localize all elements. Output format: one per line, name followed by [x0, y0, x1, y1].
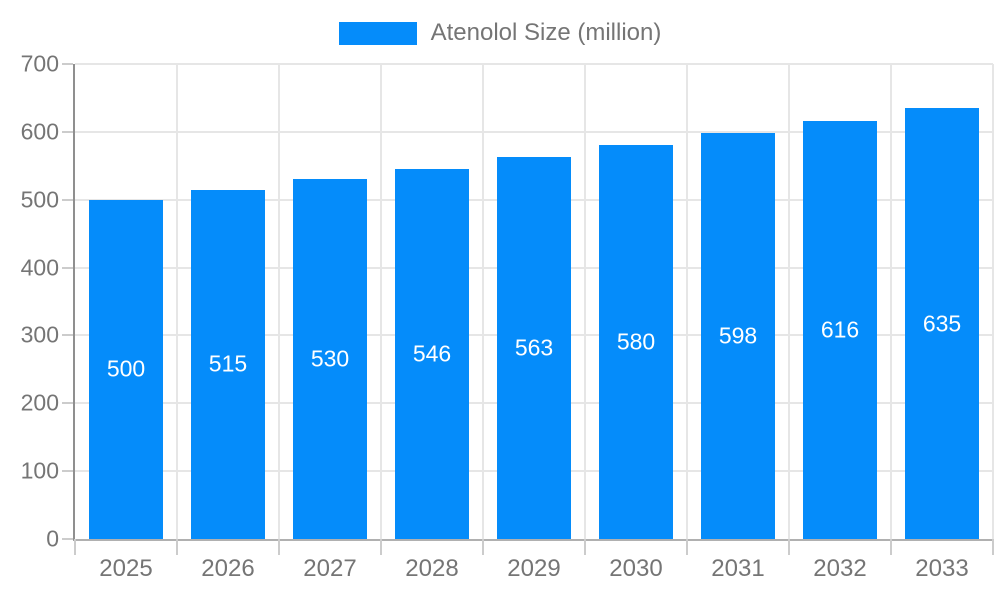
chart-legend[interactable]: Atenolol Size (million): [0, 19, 1000, 47]
gridline-vertical: [788, 64, 790, 539]
x-tick-label: 2029: [507, 555, 561, 582]
bar-value-label: 530: [310, 345, 350, 372]
legend-swatch: [338, 21, 417, 45]
x-tick-label: 2027: [303, 555, 357, 582]
bar-2028: [395, 168, 469, 539]
y-axis-tick: [62, 538, 73, 540]
y-axis-tick: [62, 470, 73, 473]
y-tick-label: 400: [20, 254, 59, 281]
x-tick-label: 2025: [99, 555, 153, 582]
gridline-horizontal: [75, 130, 993, 133]
bar-2030: [599, 145, 673, 539]
y-axis-tick: [62, 334, 73, 337]
bar-value-label: 500: [106, 355, 146, 382]
gridline-vertical: [889, 64, 892, 539]
bar-2033: [905, 108, 979, 539]
y-axis-tick: [62, 402, 73, 405]
bar-2027: [293, 179, 367, 539]
y-tick-label: 500: [20, 186, 59, 213]
bar-value-label: 580: [616, 328, 656, 355]
bar-value-label: 616: [820, 316, 860, 343]
y-tick-label: 700: [20, 50, 59, 77]
x-tick-label: 2032: [813, 555, 867, 582]
bar-value-label: 563: [514, 334, 554, 361]
legend-label: Atenolol Size (million): [430, 19, 662, 46]
y-tick-label: 600: [20, 118, 59, 145]
bar-2026: [191, 189, 265, 539]
gridline-vertical: [277, 64, 280, 539]
x-tick-label: 2026: [201, 555, 255, 582]
x-tick-label: 2033: [915, 555, 969, 582]
x-axis-tick: [889, 539, 892, 555]
y-tick-label: 0: [46, 525, 59, 552]
bar-2031: [701, 133, 775, 539]
bar-value-label: 598: [718, 322, 758, 349]
bar-2025: [89, 199, 163, 539]
x-axis-tick: [685, 539, 688, 555]
x-tick-label: 2030: [609, 555, 663, 582]
plot-area: 0 100 200 300 400 500 600 700 500 2025 515 2026 530 2…: [21, 52, 994, 582]
gridline-vertical: [992, 64, 994, 539]
gridline-vertical: [175, 64, 178, 539]
y-axis-tick: [62, 198, 73, 201]
y-tick-label: 300: [20, 321, 59, 348]
bar-2032: [803, 121, 877, 539]
x-axis-tick: [277, 539, 280, 555]
gridline-vertical: [379, 64, 382, 539]
bar-value-label: 546: [412, 340, 452, 367]
y-axis-tick: [62, 130, 73, 133]
x-tick-label: 2028: [405, 555, 459, 582]
x-axis-tick: [584, 539, 586, 555]
gridline-vertical: [685, 64, 688, 539]
x-tick-label: 2031: [711, 555, 765, 582]
y-tick-label: 100: [20, 457, 59, 484]
y-axis-tick: [62, 63, 73, 65]
x-axis-tick: [788, 539, 790, 555]
y-tick-label: 200: [20, 389, 59, 416]
x-axis-tick: [481, 539, 484, 555]
x-axis-tick: [992, 539, 994, 555]
x-axis-tick: [74, 539, 76, 555]
bar-2029: [497, 156, 571, 539]
x-axis-tick: [379, 539, 382, 555]
y-axis-tick: [62, 266, 73, 269]
x-axis-tick: [175, 539, 178, 555]
bar-value-label: 635: [922, 310, 962, 337]
gridline-horizontal: [75, 63, 993, 65]
gridline-vertical: [584, 64, 586, 539]
bar-value-label: 515: [208, 350, 248, 377]
gridline-vertical: [481, 64, 484, 539]
